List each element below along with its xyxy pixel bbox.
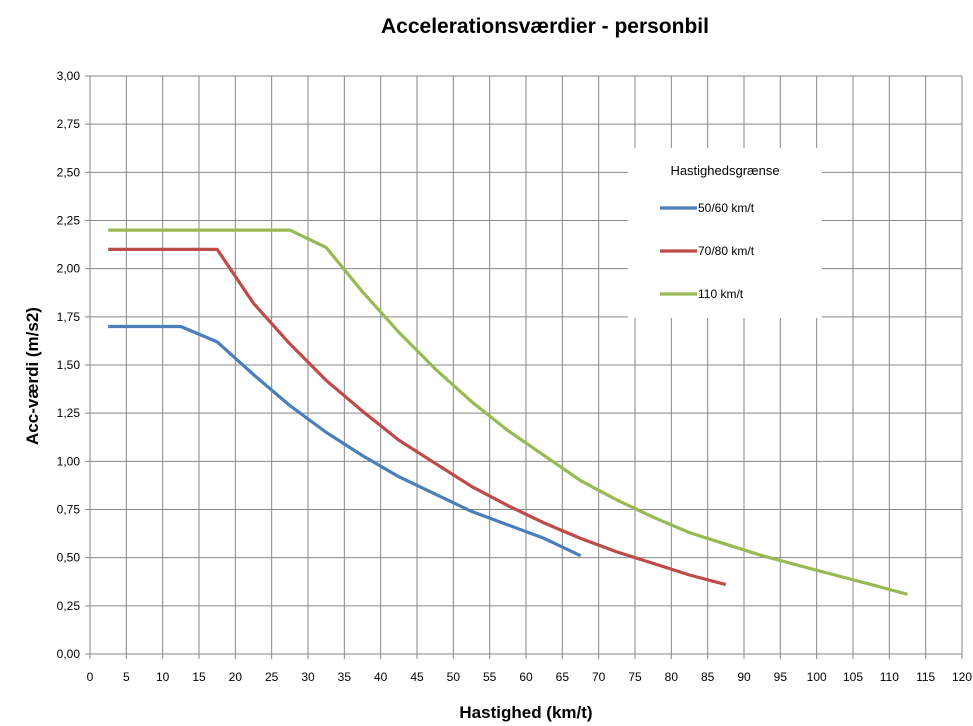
y-tick-label: 3,00 xyxy=(57,69,81,83)
y-tick-label: 2,50 xyxy=(57,165,81,179)
x-tick-label: 110 xyxy=(880,670,899,684)
x-tick-label: 100 xyxy=(807,670,827,684)
x-tick-label: 60 xyxy=(519,670,533,684)
x-tick-label: 75 xyxy=(628,670,642,684)
x-tick-label: 25 xyxy=(265,670,279,684)
series-line-1 xyxy=(108,324,582,558)
y-tick-label: 0,75 xyxy=(57,503,81,517)
y-tick-label: 0,50 xyxy=(57,551,81,565)
y-tick-label: 2,00 xyxy=(57,262,81,276)
x-tick-label: 20 xyxy=(229,670,243,684)
x-axis-title: Hastighed (km/t) xyxy=(459,703,592,722)
series-lines xyxy=(108,228,908,596)
tick-labels: 0 5 10 15 20 25 30 35 40 45 50 55 60 65 70 75 80 85 90 95 10… xyxy=(57,69,973,684)
x-tick-label: 45 xyxy=(410,670,424,684)
x-tick-label: 80 xyxy=(665,670,679,684)
legend: Hastighedsgrænse 50/60 km/t 70/80 km/t 110… xyxy=(628,148,822,318)
x-tick-label: 120 xyxy=(952,670,972,684)
x-tick-label: 30 xyxy=(301,670,315,684)
legend-label: 50/60 km/t xyxy=(698,201,755,215)
x-tick-label: 35 xyxy=(338,670,352,684)
x-tick-label: 55 xyxy=(483,670,497,684)
y-tick-label: 2,25 xyxy=(57,214,81,228)
grid xyxy=(85,75,963,659)
chart-title: Accelerationsværdier - personbil xyxy=(381,15,709,38)
x-tick-label: 5 xyxy=(123,670,130,684)
legend-label: 70/80 km/t xyxy=(698,244,755,258)
y-tick-label: 2,75 xyxy=(57,117,81,131)
x-tick-label: 0 xyxy=(87,670,94,684)
x-tick-label: 10 xyxy=(156,670,170,684)
legend-label: 110 km/t xyxy=(698,287,744,301)
x-tick-label: 15 xyxy=(192,670,206,684)
y-tick-label: 1,50 xyxy=(57,358,81,372)
y-axis-title: Acc-værdi (m/s2) xyxy=(23,307,42,445)
x-tick-label: 70 xyxy=(592,670,606,684)
x-tick-label: 90 xyxy=(737,670,751,684)
series-line-3 xyxy=(108,228,908,596)
y-tick-label: 1,25 xyxy=(57,406,81,420)
x-tick-label: 65 xyxy=(556,670,570,684)
legend-title: Hastighedsgrænse xyxy=(670,163,779,178)
series-line-2 xyxy=(108,247,727,587)
x-tick-label: 115 xyxy=(916,670,935,684)
y-tick-label: 1,75 xyxy=(57,310,81,324)
y-tick-label: 1,00 xyxy=(57,454,81,468)
legend-box xyxy=(628,148,822,318)
x-tick-label: 40 xyxy=(374,670,388,684)
y-tick-label: 0,00 xyxy=(57,647,81,661)
y-tick-label: 0,25 xyxy=(57,599,81,613)
x-tick-label: 50 xyxy=(447,670,461,684)
x-tick-label: 95 xyxy=(774,670,788,684)
x-tick-label: 105 xyxy=(843,670,863,684)
x-tick-label: 85 xyxy=(701,670,715,684)
